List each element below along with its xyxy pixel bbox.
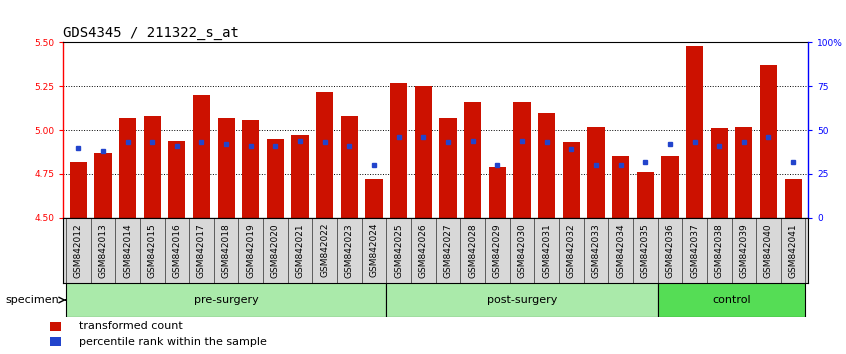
Bar [168, 141, 185, 218]
Bar [686, 46, 703, 218]
Text: GSM842033: GSM842033 [591, 223, 601, 278]
Bar [538, 113, 555, 218]
Text: GSM842014: GSM842014 [123, 223, 132, 278]
Bar [94, 153, 112, 218]
Text: GSM842023: GSM842023 [345, 223, 354, 278]
Text: GSM842018: GSM842018 [222, 223, 231, 278]
Bar [66, 283, 387, 317]
Text: GSM842037: GSM842037 [690, 223, 699, 278]
Bar [242, 120, 260, 218]
Text: GDS4345 / 211322_s_at: GDS4345 / 211322_s_at [63, 26, 239, 40]
Text: GSM842036: GSM842036 [666, 223, 674, 278]
Text: post-surgery: post-surgery [486, 295, 558, 305]
Text: GSM842017: GSM842017 [197, 223, 206, 278]
Bar [50, 321, 61, 331]
Bar [193, 95, 210, 218]
Text: GSM842028: GSM842028 [468, 223, 477, 278]
Bar [69, 162, 87, 218]
Text: GSM842019: GSM842019 [246, 223, 255, 278]
Bar [735, 127, 752, 218]
Text: GSM842021: GSM842021 [295, 223, 305, 278]
Bar [563, 142, 580, 218]
Text: GSM842015: GSM842015 [148, 223, 157, 278]
Bar [489, 167, 506, 218]
Text: GSM842031: GSM842031 [542, 223, 551, 278]
Bar [711, 129, 728, 218]
Text: GSM842022: GSM842022 [321, 223, 329, 278]
Bar [784, 179, 802, 218]
Bar [662, 156, 678, 218]
Bar [612, 156, 629, 218]
Text: GSM842038: GSM842038 [715, 223, 723, 278]
Bar [341, 116, 358, 218]
Bar [119, 118, 136, 218]
Text: GSM842027: GSM842027 [443, 223, 453, 278]
Bar [390, 83, 407, 218]
Bar [439, 118, 457, 218]
Text: transformed count: transformed count [79, 321, 182, 331]
Text: GSM842024: GSM842024 [370, 223, 378, 278]
Bar [657, 283, 805, 317]
Text: GSM842016: GSM842016 [173, 223, 181, 278]
Bar [365, 179, 382, 218]
Text: specimen: specimen [5, 295, 59, 305]
Text: GSM842025: GSM842025 [394, 223, 404, 278]
Bar [415, 86, 432, 218]
Bar [266, 139, 284, 218]
Bar [636, 172, 654, 218]
Text: GSM842035: GSM842035 [640, 223, 650, 278]
Bar [514, 102, 530, 218]
Text: GSM842029: GSM842029 [493, 223, 502, 278]
Text: GSM842034: GSM842034 [616, 223, 625, 278]
Text: GSM842013: GSM842013 [98, 223, 107, 278]
Text: GSM842041: GSM842041 [788, 223, 798, 278]
Bar [217, 118, 235, 218]
Text: GSM842039: GSM842039 [739, 223, 749, 278]
Bar [587, 127, 605, 218]
Bar [144, 116, 161, 218]
Text: GSM842012: GSM842012 [74, 223, 83, 278]
Text: GSM842020: GSM842020 [271, 223, 280, 278]
Text: GSM842032: GSM842032 [567, 223, 576, 278]
Bar [387, 283, 657, 317]
Text: pre-surgery: pre-surgery [194, 295, 259, 305]
Text: control: control [712, 295, 750, 305]
Text: percentile rank within the sample: percentile rank within the sample [79, 337, 266, 347]
Text: GSM842040: GSM842040 [764, 223, 773, 278]
Text: GSM842026: GSM842026 [419, 223, 428, 278]
Bar [464, 102, 481, 218]
Bar [760, 65, 777, 218]
Bar [316, 92, 333, 218]
Bar [292, 135, 309, 218]
Text: GSM842030: GSM842030 [518, 223, 526, 278]
Bar [50, 337, 61, 347]
